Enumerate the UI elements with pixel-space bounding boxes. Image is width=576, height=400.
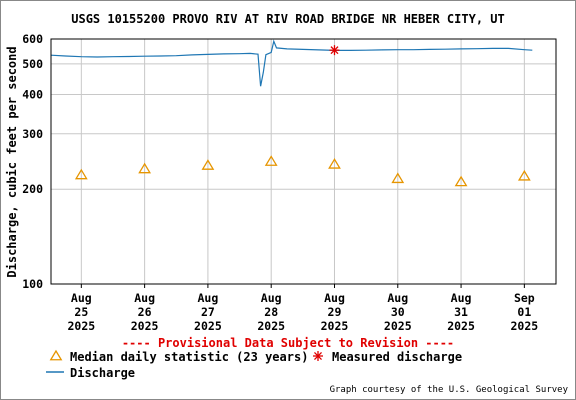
y-tick-label: 100 (22, 277, 43, 291)
triangle-marker-icon (49, 349, 63, 361)
y-tick-label: 400 (22, 87, 43, 101)
plot-border (50, 38, 557, 285)
x-tick-label: 2025 (194, 319, 222, 333)
median-statistic-point (138, 162, 152, 174)
asterisk-marker-icon (313, 351, 323, 361)
x-tick-label: 2025 (67, 319, 95, 333)
median-statistic-point (517, 169, 531, 181)
x-tick-label: Aug (324, 291, 345, 305)
credit-text: Graph courtesy of the U.S. Geological Su… (330, 385, 569, 395)
x-tick-label: 30 (391, 305, 405, 319)
median-statistic-point (454, 175, 468, 187)
series-layer (50, 39, 533, 187)
y-tick-label: 500 (22, 57, 43, 71)
legend-item-median: Median daily statistic (23 years) (49, 349, 308, 364)
x-tick-label: Aug (261, 291, 282, 305)
y-tick-label: 200 (22, 182, 43, 196)
y-tick-label: 300 (22, 127, 43, 141)
median-statistic-point (74, 168, 88, 180)
x-tick-label: Aug (134, 291, 155, 305)
legend-label-median: Median daily statistic (23 years) (70, 350, 308, 364)
x-tick-label: 2025 (131, 319, 159, 333)
median-statistic-point (264, 155, 278, 166)
x-tick-label: 2025 (321, 319, 349, 333)
y-tick-labels: 100 200 300 400 500 600 (22, 32, 43, 291)
median-statistic-point (391, 172, 405, 184)
x-tick-label: 01 (517, 305, 531, 319)
x-tick-label: Aug (451, 291, 472, 305)
grid-layer (51, 38, 556, 288)
x-tick-label: 31 (454, 305, 468, 319)
x-tick-label: Sep (514, 291, 535, 305)
x-tick-label: 26 (138, 305, 152, 319)
x-tick-label: 2025 (511, 319, 539, 333)
legend-label-discharge: Discharge (70, 366, 135, 380)
asterisk-stroke (330, 46, 339, 55)
y-tick-label: 600 (22, 32, 43, 46)
x-tick-label: 28 (264, 305, 278, 319)
legend-item-discharge: Discharge (46, 366, 135, 380)
measured-discharge-point (329, 45, 340, 56)
legend-item-measured: Measured discharge (313, 350, 462, 364)
x-tick-labels: Aug252025Aug262025Aug272025Aug282025Aug2… (67, 291, 538, 333)
median-statistic-point (328, 158, 341, 169)
x-tick-label: 2025 (384, 319, 412, 333)
x-tick-label: 29 (328, 305, 342, 319)
provisional-note: ---- Provisional Data Subject to Revisio… (122, 336, 454, 350)
x-tick-label: 27 (201, 305, 215, 319)
x-tick-label: 2025 (257, 319, 285, 333)
x-tick-label: 25 (74, 305, 88, 319)
legend-label-measured: Measured discharge (332, 350, 462, 364)
discharge-series-line (50, 39, 533, 87)
asterisk-stroke (314, 352, 322, 360)
x-tick-label: Aug (71, 291, 92, 305)
x-tick-label: 2025 (447, 319, 475, 333)
median-statistic-point (201, 159, 215, 170)
chart-title: USGS 10155200 PROVO RIV AT RIV ROAD BRID… (71, 12, 504, 26)
x-tick-label: Aug (198, 291, 219, 305)
legend: Median daily statistic (23 years) Measur… (46, 349, 462, 380)
y-axis-label: Discharge, cubic feet per second (5, 46, 19, 277)
x-tick-label: Aug (387, 291, 408, 305)
